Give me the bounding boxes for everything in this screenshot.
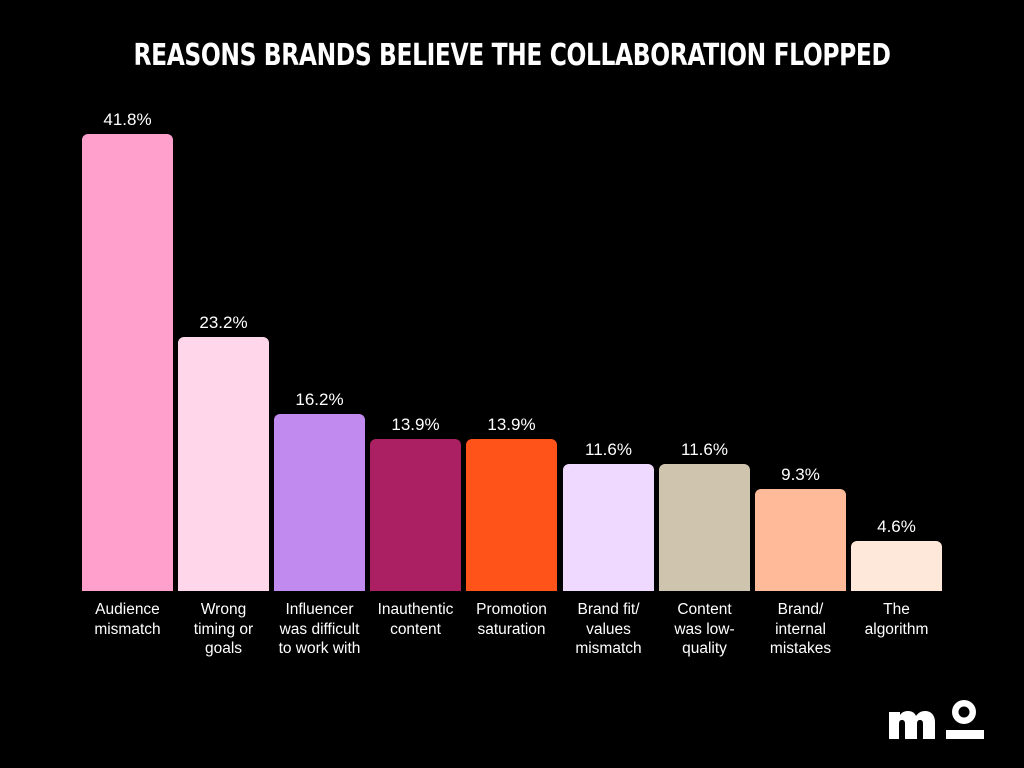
category-label: Audience mismatch — [72, 600, 183, 639]
bar — [178, 337, 269, 591]
category-label-line: mismatch — [575, 640, 642, 657]
category-label: Content was low-quality — [649, 600, 760, 659]
chart-title: REASONS BRANDS BELIEVE THE COLLABORATION… — [133, 38, 891, 73]
bar-value-label: 13.9% — [391, 415, 440, 435]
category-label-line: was difficult — [279, 620, 360, 638]
bar — [82, 134, 173, 591]
category-label: Wrong timing or goals — [168, 600, 279, 659]
category-label-line: content — [390, 620, 441, 638]
category-label-line: goals — [204, 640, 243, 657]
category-label-line: was low- — [674, 620, 735, 638]
category-label-line: Brand/ — [777, 601, 824, 618]
category-label-line: values — [586, 620, 631, 638]
bar-value-label: 16.2% — [295, 389, 344, 409]
category-label: The algorithm — [841, 600, 952, 639]
category-label: Promotion saturation — [456, 600, 567, 639]
category-label-line: quality — [682, 640, 727, 657]
category-label-line: algorithm — [864, 620, 929, 638]
category-label-line: mismatch — [94, 620, 161, 638]
category-label-line: to work with — [278, 640, 361, 657]
category-label-line: mistakes — [769, 640, 832, 657]
category-label: Brand/internal mistakes — [745, 600, 856, 659]
category-label-line: Content — [677, 601, 732, 618]
category-label-line: Promotion — [476, 601, 547, 618]
category-label-line: saturation — [477, 620, 546, 638]
category-label-line: The — [883, 601, 910, 618]
bar-value-label: 9.3% — [781, 465, 820, 485]
bar — [274, 413, 365, 591]
bar-value-label: 4.6% — [877, 516, 916, 536]
category-label-line: internal — [775, 620, 826, 638]
category-label-line: Inauthentic — [377, 601, 454, 618]
bar-value-label: 13.9% — [487, 415, 536, 435]
bar-value-label: 11.6% — [585, 440, 632, 460]
bar — [755, 489, 846, 591]
bar — [851, 540, 942, 591]
category-label: Inauthentic content — [360, 600, 471, 639]
category-label-line: Wrong — [200, 601, 247, 618]
bar — [659, 464, 750, 591]
bar — [370, 439, 461, 591]
category-label-line: timing or — [193, 620, 254, 638]
bar-value-label: 11.6% — [681, 440, 728, 460]
bar-value-label: 41.8% — [103, 110, 152, 129]
category-label-line: Brand fit/ — [577, 601, 640, 618]
bar — [466, 439, 557, 591]
mo-logo-icon — [889, 700, 984, 739]
category-label: Brand fit/values mismatch — [553, 600, 664, 659]
category-label: Influencer was difficult to work with — [264, 600, 375, 659]
bar-value-label: 23.2% — [199, 313, 248, 333]
bar — [563, 464, 654, 591]
category-label-line: Influencer — [285, 601, 354, 618]
category-label-line: Audience — [95, 601, 160, 618]
